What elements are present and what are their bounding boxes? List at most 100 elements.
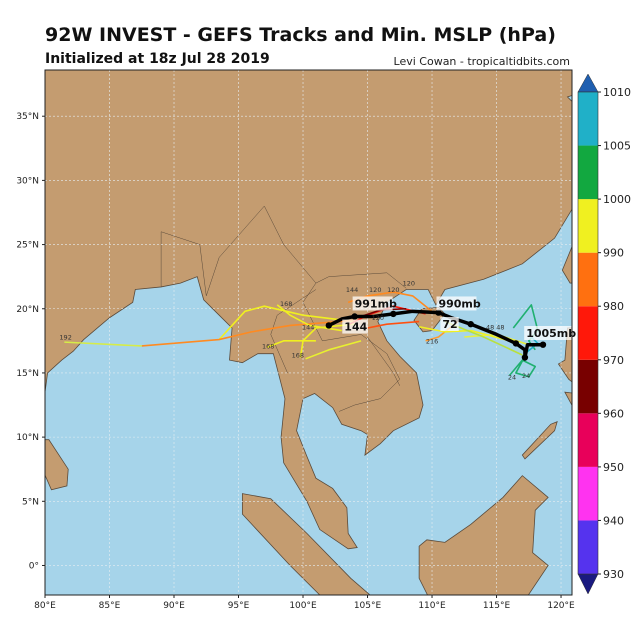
mean-label-background bbox=[440, 317, 459, 332]
mean-track-point bbox=[467, 320, 474, 328]
land-layer bbox=[45, 70, 572, 595]
colorbar-segment bbox=[578, 145, 598, 200]
mindoro bbox=[564, 391, 572, 407]
colorbar-segment bbox=[578, 413, 598, 467]
colorbar-frame bbox=[577, 91, 599, 575]
colorbar-segment bbox=[578, 199, 598, 253]
mean-label-background bbox=[524, 325, 572, 340]
colorbar-label: 990 bbox=[603, 247, 624, 260]
mean-track-point bbox=[351, 313, 358, 320]
ensemble-track-line bbox=[266, 340, 316, 349]
mainland-asia bbox=[45, 70, 572, 550]
forecast-hour-label: 48 bbox=[496, 323, 504, 331]
ensemble-track-line bbox=[508, 355, 537, 378]
colorbar-segment bbox=[578, 252, 598, 307]
mean-track-point bbox=[512, 340, 520, 347]
lon-tick-label: 90°E bbox=[163, 601, 185, 611]
country-border bbox=[160, 231, 207, 296]
colorbar-segment bbox=[578, 92, 598, 146]
forecast-hour-label: 216 bbox=[426, 337, 438, 345]
forecast-hour-label: 120 bbox=[369, 286, 381, 294]
gridlines bbox=[45, 70, 572, 595]
sri-lanka bbox=[45, 439, 69, 491]
axis-ticks: 80°E 85°E 90°E 95°E 100°E 105°E 110°E 115°E 120°… bbox=[16, 112, 575, 611]
colorbar-label: 1010 bbox=[603, 86, 631, 99]
colorbar-label: 970 bbox=[603, 354, 624, 367]
mean-label-background bbox=[352, 296, 393, 311]
forecast-hour-label: 120 bbox=[403, 280, 415, 288]
colorbar-label: 1005 bbox=[603, 140, 631, 153]
ensemble-track-line bbox=[299, 323, 355, 358]
forecast-hour-label: 48 bbox=[486, 323, 494, 331]
mean-track-label: 990mb bbox=[438, 297, 480, 310]
mean-track-label: 144 bbox=[344, 321, 367, 334]
ensemble-track-line bbox=[305, 340, 362, 360]
track-labels: 192 168 168 168 144 144 120 120 120 120 216 48 48 24 2… bbox=[59, 280, 576, 382]
colorbar-label: 950 bbox=[603, 461, 624, 474]
mean-track-point bbox=[325, 322, 333, 329]
forecast-hour-label: 144 bbox=[346, 286, 358, 294]
colorbar-over-arrow bbox=[577, 73, 599, 93]
sumatra bbox=[241, 493, 371, 595]
country-border bbox=[206, 205, 407, 296]
lat-tick-label: 20°N bbox=[16, 305, 39, 315]
lon-tick-label: 80°E bbox=[34, 601, 56, 611]
lat-tick-label: 10°N bbox=[16, 433, 39, 443]
credit: Levi Cowan - tropicaltidbits.com bbox=[393, 55, 570, 68]
lat-tick-label: 35°N bbox=[16, 112, 39, 122]
init-time: Initialized at 18z Jul 28 2019 bbox=[45, 51, 270, 67]
ensemble-track-line bbox=[64, 341, 142, 347]
chart-title: 92W INVEST - GEFS Tracks and Min. MSLP (… bbox=[45, 24, 556, 46]
map-frame bbox=[44, 69, 573, 596]
mean-track-point bbox=[521, 354, 529, 361]
ensemble-track-line bbox=[367, 320, 420, 329]
colorbar-label: 930 bbox=[603, 568, 624, 581]
colorbar-segment bbox=[578, 359, 598, 414]
mean-label-background bbox=[436, 296, 477, 311]
lon-tick-label: 110°E bbox=[418, 601, 446, 611]
lat-tick-label: 0° bbox=[29, 561, 39, 571]
forecast-hour-label: 168 bbox=[292, 352, 304, 360]
mean-track-label: 991mb bbox=[355, 297, 397, 310]
mean-track-point bbox=[435, 309, 442, 316]
forecast-hour-label: 24 bbox=[522, 372, 530, 380]
lat-tick-label: 5°N bbox=[22, 497, 39, 507]
forecast-hour-label: 120 bbox=[387, 286, 399, 294]
forecast-hour-label: 192 bbox=[59, 334, 71, 342]
forecast-hour-label: 144 bbox=[302, 323, 314, 331]
forecast-hour-label: 24 bbox=[508, 373, 516, 381]
colorbar-label: 1000 bbox=[603, 193, 631, 206]
lon-tick-label: 95°E bbox=[228, 601, 250, 611]
colorbar-label: 980 bbox=[603, 300, 624, 313]
lat-tick-label: 15°N bbox=[16, 369, 39, 379]
colorbar-segment bbox=[578, 466, 598, 521]
ensemble-track-line bbox=[141, 319, 355, 347]
luzon bbox=[557, 327, 572, 383]
mean-label-background bbox=[342, 319, 368, 334]
ensemble-track-line bbox=[218, 305, 355, 341]
lon-tick-label: 85°E bbox=[99, 601, 121, 611]
lat-tick-label: 25°N bbox=[16, 241, 39, 251]
lon-tick-label: 105°E bbox=[354, 601, 382, 611]
mean-track-point bbox=[390, 310, 397, 318]
colorbar-segment bbox=[578, 306, 598, 360]
colorbar: 930 940 950 960 970 980 990 1000 1005 1010 bbox=[577, 73, 631, 595]
colorbar-segment bbox=[578, 520, 598, 574]
lon-tick-label: 100°E bbox=[289, 601, 317, 611]
mean-track-point bbox=[539, 341, 547, 348]
borneo bbox=[418, 475, 549, 595]
lat-tick-label: 30°N bbox=[16, 176, 39, 186]
colorbar-label: 960 bbox=[603, 407, 624, 420]
country-border bbox=[270, 289, 317, 374]
lon-tick-label: 120°E bbox=[547, 601, 575, 611]
mean-track-label: 1005mb bbox=[526, 327, 576, 340]
mean-track-label: 72 bbox=[442, 318, 457, 331]
forecast-hour-label: 120 bbox=[372, 314, 384, 322]
colorbar-label: 940 bbox=[603, 514, 624, 527]
forecast-hour-label: 168 bbox=[262, 343, 274, 351]
palawan bbox=[521, 421, 558, 460]
forecast-hour-label: 168 bbox=[280, 300, 292, 308]
lon-tick-label: 115°E bbox=[483, 601, 511, 611]
ensemble-track-line bbox=[276, 304, 342, 332]
